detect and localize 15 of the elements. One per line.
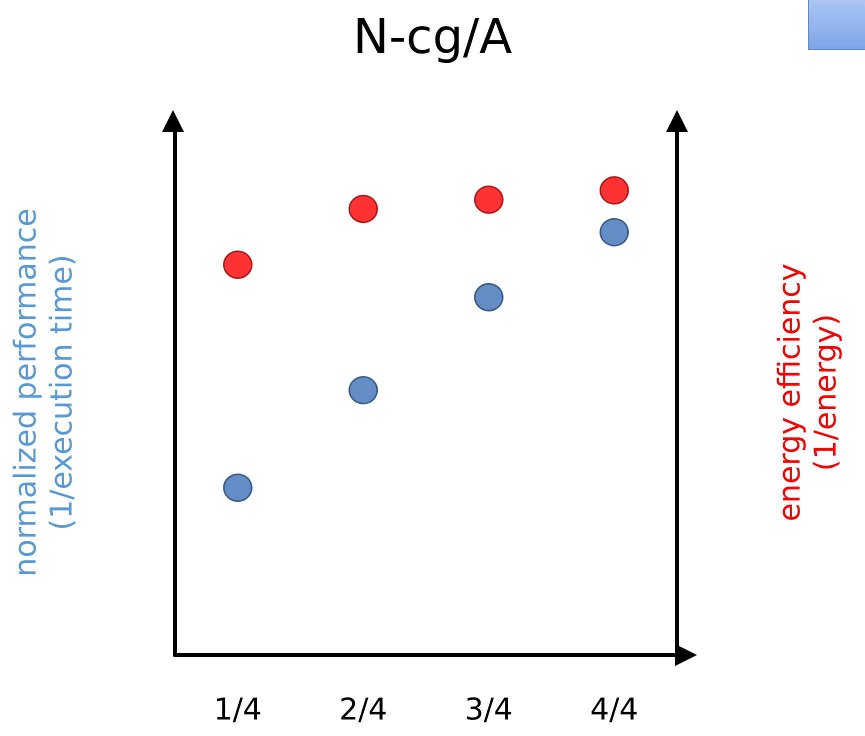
x-tick-label: 1/4 [214,692,262,728]
y-axis-title: normalized performance (1/execution time) [8,208,80,577]
x-tick-label: 4/4 [590,692,638,728]
y2-axis-title: energy efficiency (1/energy) [772,263,844,522]
point [474,283,504,312]
x-tick-label: 2/4 [339,692,388,728]
point [474,185,504,214]
point [600,218,629,246]
point [600,176,629,205]
point [223,250,252,279]
point [348,194,378,224]
point [223,474,252,502]
x-tick-label: 3/4 [464,692,513,728]
point [348,376,378,404]
chart-title: N-cg/A [352,9,512,65]
